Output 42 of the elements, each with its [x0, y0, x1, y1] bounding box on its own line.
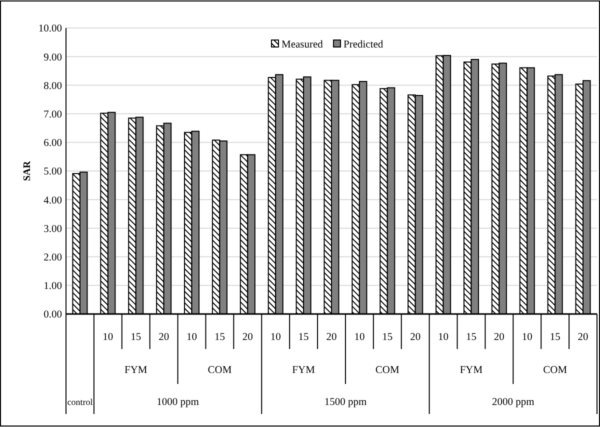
x-tick-label: 10: [186, 332, 198, 343]
x-tick-label: 15: [298, 332, 309, 343]
x-tick-label: 20: [158, 332, 170, 343]
y-tick-label: 10.00: [38, 24, 62, 35]
x-tick-label: 10: [102, 332, 114, 343]
legend-label: Predicted: [344, 40, 384, 51]
y-tick-label: 1.00: [44, 281, 62, 292]
text: FYM: [460, 365, 484, 376]
x-tick-label: 20: [494, 332, 504, 343]
text: FYM: [124, 365, 148, 376]
legend-label: Measured: [282, 40, 324, 51]
y-tick-label: 9.00: [44, 52, 62, 64]
x-tick-label: 10: [522, 332, 532, 343]
y-tick-label: 7.00: [44, 109, 62, 120]
y-tick-label: 2.00: [44, 252, 62, 264]
y-axis-title: SAR: [22, 160, 33, 182]
x-tick-label: 15: [130, 332, 142, 343]
x-tick-label: 10: [270, 332, 281, 343]
x-tick-label: 15: [466, 332, 476, 343]
y-tick-label: 5.00: [44, 166, 62, 178]
y-tick-label: 8.00: [44, 80, 62, 92]
text: 1000 ppm: [156, 397, 199, 408]
x-tick-label: 10: [438, 332, 449, 343]
y-tick-label: 6.00: [44, 138, 62, 150]
x-tick-label: 20: [410, 332, 421, 343]
y-tick-label: 0.00: [44, 310, 62, 321]
x-tick-label: 20: [326, 332, 337, 343]
x-tick-label: 15: [214, 332, 225, 343]
text: 1500 ppm: [324, 397, 367, 408]
x-tick-label: 20: [242, 332, 253, 343]
x-tick-label: 15: [382, 332, 393, 343]
text: COM: [375, 365, 400, 376]
x-tick-label: 15: [550, 332, 560, 343]
text: control: [67, 397, 94, 407]
text: COM: [543, 365, 568, 376]
x-tick-label: 20: [578, 332, 588, 343]
text: FYM: [292, 365, 316, 376]
y-tick-label: 3.00: [44, 224, 62, 235]
text: COM: [208, 365, 232, 376]
text: 2000 ppm: [492, 397, 534, 408]
y-tick-label: 4.00: [44, 195, 62, 206]
x-tick-label: 10: [354, 332, 365, 343]
